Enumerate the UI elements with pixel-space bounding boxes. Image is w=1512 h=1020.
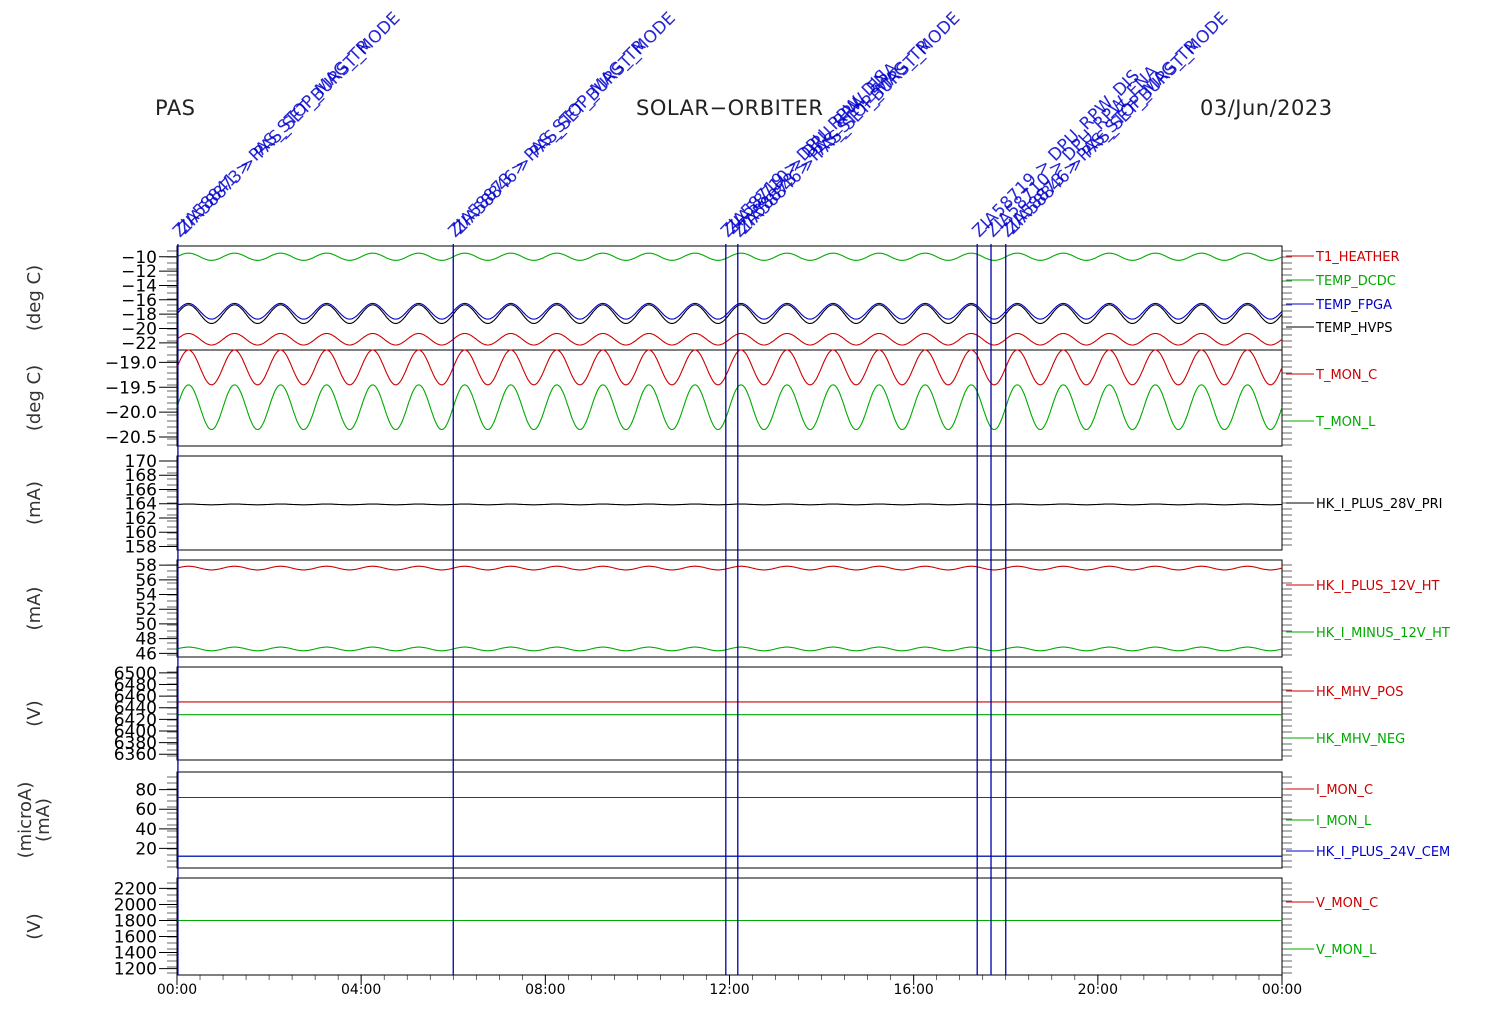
y-tick-label: −20.5 (105, 428, 157, 448)
instrument-title: PAS (155, 96, 196, 120)
y-tick-label: −22 (121, 334, 157, 354)
legend-label: TEMP_DCDC (1315, 274, 1396, 289)
y-tick-label: 20 (135, 839, 157, 859)
y-tick-label: 158 (125, 537, 157, 557)
mission-title: SOLAR−ORBITER (636, 96, 824, 120)
y-tick-label: 48 (135, 630, 157, 650)
y-tick-label: 6420 (114, 710, 157, 730)
y-tick-label: −16 (121, 291, 157, 311)
y-tick-label: 6500 (114, 664, 157, 684)
legend-label: TEMP_FPGA (1315, 298, 1392, 313)
y-tick-label: 52 (135, 600, 157, 620)
y-axis-label: (microA) (15, 782, 36, 859)
date-title: 03/Jun/2023 (1200, 96, 1333, 120)
y-tick-label: 160 (125, 523, 157, 543)
series-line (176, 565, 1283, 571)
y-tick-label: 1200 (114, 960, 157, 980)
y-tick-label: 6480 (114, 675, 157, 695)
y-axis-label: (mA) (24, 587, 45, 631)
y-tick-label: 6400 (114, 722, 157, 742)
y-tick-label: 166 (125, 480, 157, 500)
legend-label: V_MON_L (1316, 943, 1377, 958)
y-tick-label: 2000 (114, 895, 157, 915)
legend-label: I_MON_L (1316, 814, 1372, 829)
legend-label: HK_I_MINUS_12V_HT (1316, 626, 1450, 641)
panel-frame (176, 559, 1283, 658)
y-tick-label: 56 (135, 571, 157, 591)
y-tick-label: −14 (121, 276, 157, 296)
y-tick-label: 6440 (114, 699, 157, 719)
legend-label: TEMP_HVPS (1315, 321, 1392, 336)
legend-label: V_MON_C (1316, 896, 1378, 911)
y-tick-label: 6380 (114, 734, 157, 754)
y-tick-label: 40 (135, 820, 157, 840)
x-tick-label: 08:00 (525, 982, 565, 998)
series-line (176, 646, 1283, 652)
y-tick-label: 168 (125, 466, 157, 486)
y-tick-label: −19.5 (105, 378, 157, 398)
y-tick-label: −20 (121, 319, 157, 339)
y-tick-label: 54 (135, 586, 157, 606)
series-line (176, 302, 1283, 320)
y-tick-label: 60 (135, 800, 157, 820)
y-axis-label: (deg C) (24, 265, 45, 331)
event-label: ZIA58846 > PAS_SET_BURST_MODE (734, 8, 964, 238)
legend-label: T1_HEATHER (1315, 250, 1400, 265)
panel-frame (176, 245, 1283, 351)
legend-label: HK_I_PLUS_24V_CEM (1316, 845, 1450, 860)
panel-frame (176, 349, 1283, 447)
y-axis-label: (mA) (33, 798, 54, 842)
legend-label: HK_I_PLUS_12V_HT (1316, 579, 1440, 594)
legend-label: HK_MHV_NEG (1316, 732, 1405, 747)
series-line (177, 503, 1283, 506)
legend-label: I_MON_C (1316, 783, 1373, 798)
y-tick-label: 58 (135, 556, 157, 576)
series-line (176, 304, 1283, 324)
series-line (176, 252, 1283, 261)
panel-frame (176, 455, 1283, 551)
y-tick-label: 170 (125, 452, 157, 472)
y-tick-label: 1600 (114, 928, 157, 948)
legend-label: HK_I_PLUS_28V_PRI (1316, 497, 1442, 512)
y-tick-label: 1800 (114, 911, 157, 931)
y-tick-label: 50 (135, 615, 157, 635)
x-tick-label: 12:00 (709, 982, 749, 998)
y-tick-label: −10 (121, 248, 157, 268)
x-tick-label: 00:00 (157, 982, 197, 998)
y-tick-label: −12 (121, 262, 157, 282)
event-label: ZIA58873 > PAS_SET_BURST_MODE (174, 8, 404, 238)
y-axis-label: (V) (24, 913, 45, 939)
legend-label: HK_MHV_POS (1316, 685, 1404, 700)
y-tick-label: −19.0 (105, 353, 157, 373)
y-tick-label: 162 (125, 509, 157, 529)
y-tick-label: 2200 (114, 879, 157, 899)
series-line (176, 384, 1283, 431)
y-tick-label: 46 (135, 644, 157, 664)
panel-frame (176, 666, 1283, 761)
panel-frame (176, 771, 1283, 869)
event-label: ZIA58846 > PAS_SET_BURST_MODE (450, 8, 680, 238)
y-tick-label: 6460 (114, 687, 157, 707)
y-axis-label: (deg C) (24, 365, 45, 431)
event-label: ZIA58846 > PAS_SET_BURST_MODE (1002, 8, 1232, 238)
legend-label: T_MON_L (1315, 415, 1376, 430)
series-line (176, 332, 1283, 346)
y-tick-label: −18 (121, 305, 157, 325)
y-tick-label: 6360 (114, 745, 157, 765)
series-line (176, 349, 1283, 386)
y-tick-label: 164 (125, 495, 157, 515)
x-tick-label: 00:00 (1262, 982, 1302, 998)
y-tick-label: −20.0 (105, 403, 157, 423)
y-axis-label: (V) (24, 700, 45, 726)
y-tick-label: 80 (135, 781, 157, 801)
y-tick-label: 1400 (114, 944, 157, 964)
y-axis-label: (mA) (24, 481, 45, 525)
legend-label: T_MON_C (1315, 368, 1377, 383)
x-tick-label: 04:00 (341, 982, 381, 998)
x-tick-label: 20:00 (1078, 982, 1118, 998)
x-tick-label: 16:00 (893, 982, 933, 998)
panel-frame (176, 877, 1283, 976)
